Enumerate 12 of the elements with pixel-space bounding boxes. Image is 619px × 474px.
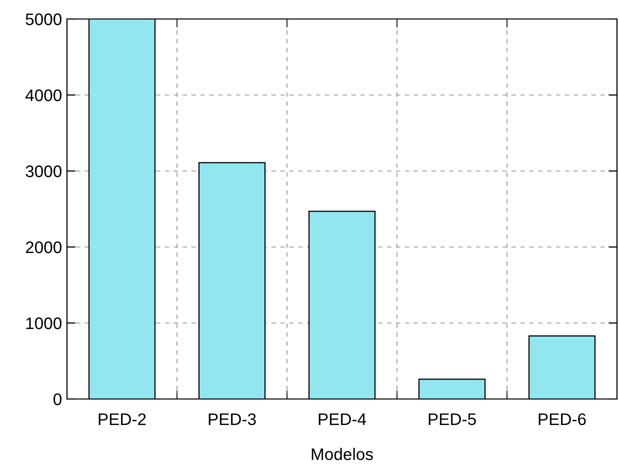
y-tick-label: 5000 [26,13,62,26]
y-tick-label: 4000 [25,89,62,102]
x-axis-title: Modelos [312,448,373,460]
x-tick-label: PED-4 [318,414,366,425]
x-tick-label: PED-2 [98,413,146,425]
y-tick-label: 0 [54,393,62,406]
x-tick-label: PED-5 [428,414,476,426]
y-tick-label: 3000 [26,165,62,178]
y-tick-label: 2000 [26,241,62,254]
x-tick-label: PED-3 [208,413,256,426]
x-tick-label: PED-6 [538,413,586,426]
y-tick-label: 1000 [26,317,62,330]
